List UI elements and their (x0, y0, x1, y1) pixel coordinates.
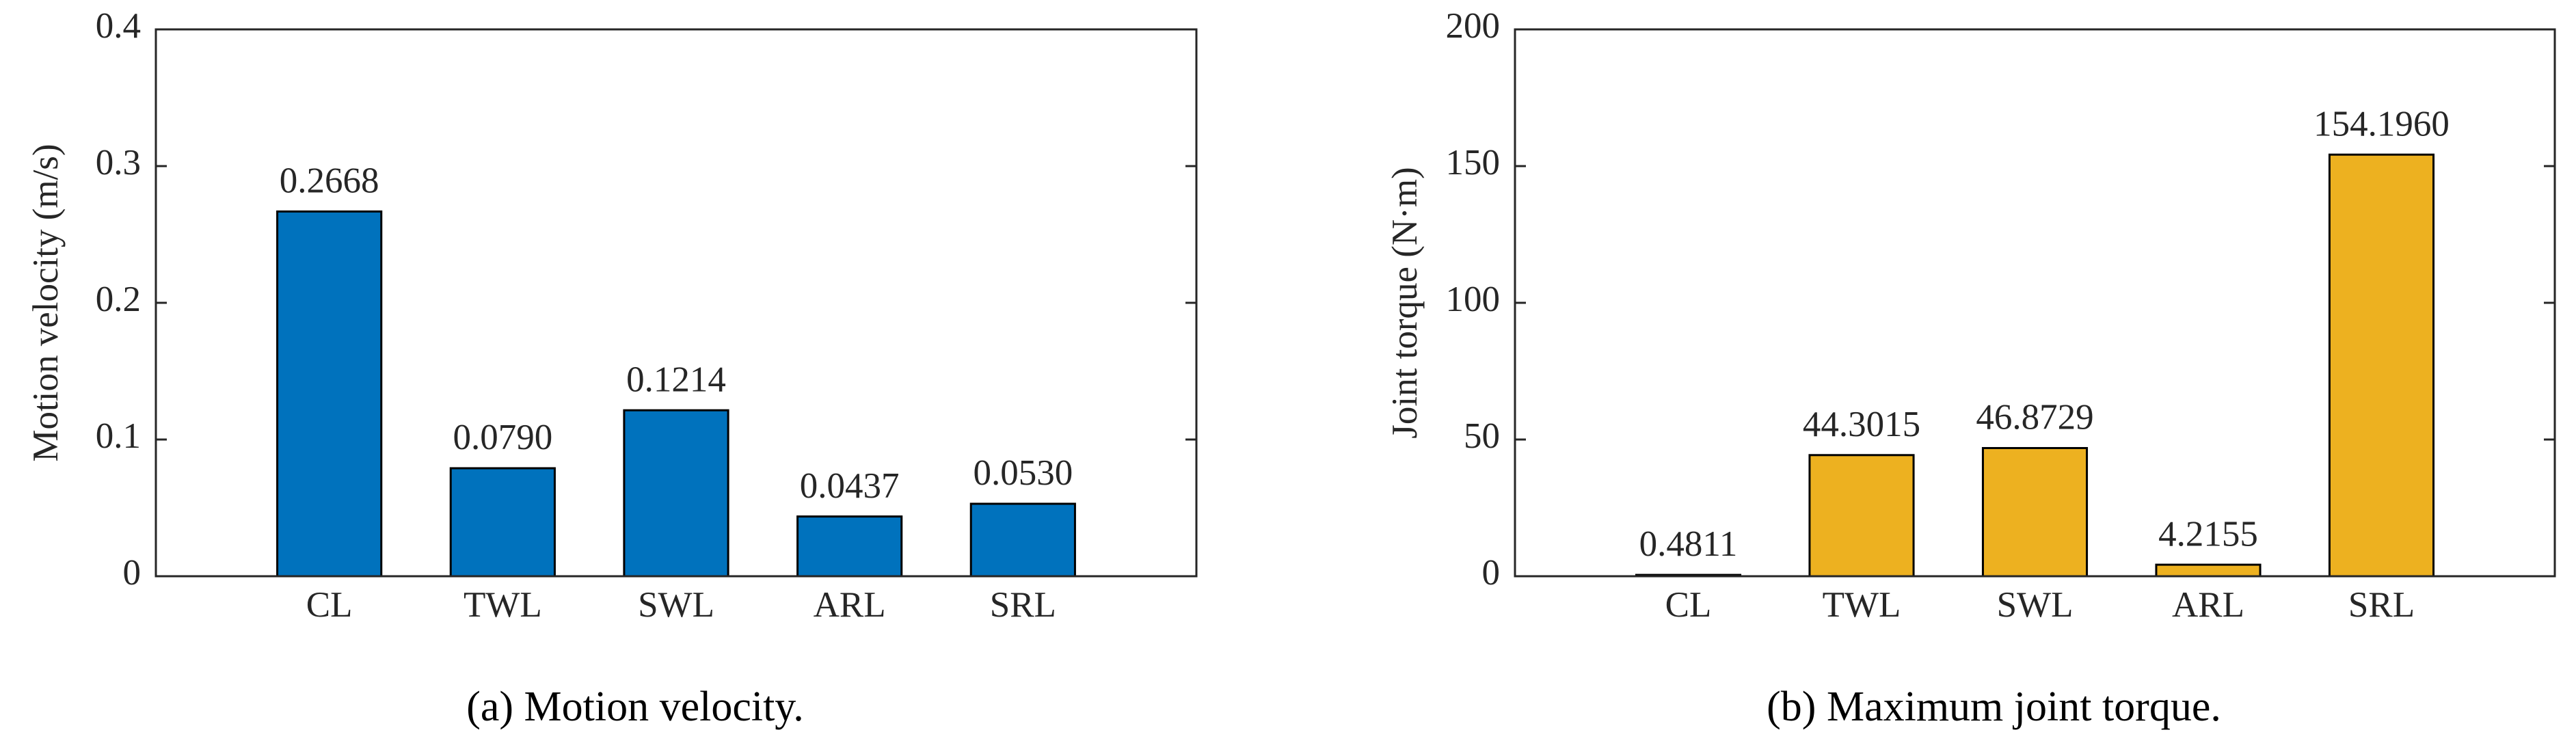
value-label: 0.2668 (280, 161, 379, 201)
y-tick-label: 200 (1446, 6, 1501, 46)
caption: (a) Motion velocity. (466, 684, 804, 730)
y-axis-label: Motion velocity (m/s) (26, 144, 66, 461)
value-label: 0.1214 (626, 360, 726, 399)
bar (2155, 563, 2262, 578)
y-tick-label: 0.2 (96, 280, 141, 319)
caption: (b) Maximum joint torque. (1767, 684, 2221, 730)
x-tick-label: SWL (1997, 585, 2074, 625)
y-axis-label: Joint torque (N·m) (1385, 167, 1425, 438)
x-tick-label: ARL (814, 585, 886, 625)
bar (276, 210, 383, 578)
y-tick-label: 0 (123, 553, 142, 593)
value-label: 0.0530 (973, 453, 1073, 493)
x-tick-label: SWL (638, 585, 714, 625)
y-tick-label: 150 (1446, 143, 1501, 183)
y-tick-label: 0.4 (96, 6, 141, 46)
value-label: 46.8729 (1976, 398, 2093, 437)
x-tick-label: TWL (464, 585, 542, 625)
bar (796, 515, 903, 578)
bar (623, 409, 729, 578)
bar (969, 502, 1076, 578)
x-tick-label: CL (306, 585, 353, 625)
value-label: 4.2155 (2158, 514, 2258, 554)
x-tick-label: TWL (1823, 585, 1901, 625)
value-label: 0.0790 (453, 418, 552, 457)
x-tick-label: SRL (2348, 585, 2415, 625)
value-label: 0.4811 (1639, 524, 1738, 564)
y-tick-label: 0 (1482, 553, 1501, 593)
value-label: 0.0437 (800, 466, 900, 506)
x-tick-label: CL (1665, 585, 1712, 625)
value-label: 154.1960 (2313, 104, 2450, 144)
value-label: 44.3015 (1803, 405, 1920, 444)
x-tick-label: SRL (990, 585, 1056, 625)
bar (1808, 454, 1915, 578)
bar (449, 467, 556, 578)
bar (1981, 447, 2089, 578)
y-tick-label: 50 (1464, 416, 1500, 456)
bar (2328, 153, 2435, 578)
y-tick-label: 0.1 (96, 416, 141, 456)
x-tick-label: ARL (2172, 585, 2244, 625)
y-tick-label: 0.3 (96, 143, 141, 183)
y-tick-label: 100 (1446, 280, 1501, 319)
